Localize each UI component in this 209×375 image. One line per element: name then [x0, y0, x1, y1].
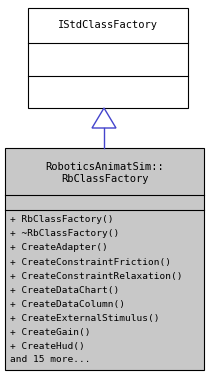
Text: + CreateHud(): + CreateHud(): [10, 342, 85, 351]
Text: + CreateGain(): + CreateGain(): [10, 327, 90, 336]
Bar: [5, 148, 204, 370]
Text: IStdClassFactory: IStdClassFactory: [58, 21, 158, 30]
Text: + CreateDataColumn(): + CreateDataColumn(): [10, 300, 125, 309]
Text: + CreateConstraintRelaxation(): + CreateConstraintRelaxation(): [10, 272, 182, 280]
Text: + RbClassFactory(): + RbClassFactory(): [10, 216, 113, 225]
Polygon shape: [92, 108, 116, 128]
Text: + CreateAdapter(): + CreateAdapter(): [10, 243, 108, 252]
Text: + CreateDataChart(): + CreateDataChart(): [10, 285, 119, 294]
Text: + ~RbClassFactory(): + ~RbClassFactory(): [10, 230, 119, 238]
Text: RbClassFactory: RbClassFactory: [61, 174, 148, 183]
Text: + CreateConstraintFriction(): + CreateConstraintFriction(): [10, 258, 171, 267]
Text: RoboticsAnimatSim::: RoboticsAnimatSim::: [45, 162, 164, 171]
Text: + CreateExternalStimulus(): + CreateExternalStimulus(): [10, 314, 159, 322]
Bar: [28, 8, 188, 108]
Text: and 15 more...: and 15 more...: [10, 356, 90, 364]
